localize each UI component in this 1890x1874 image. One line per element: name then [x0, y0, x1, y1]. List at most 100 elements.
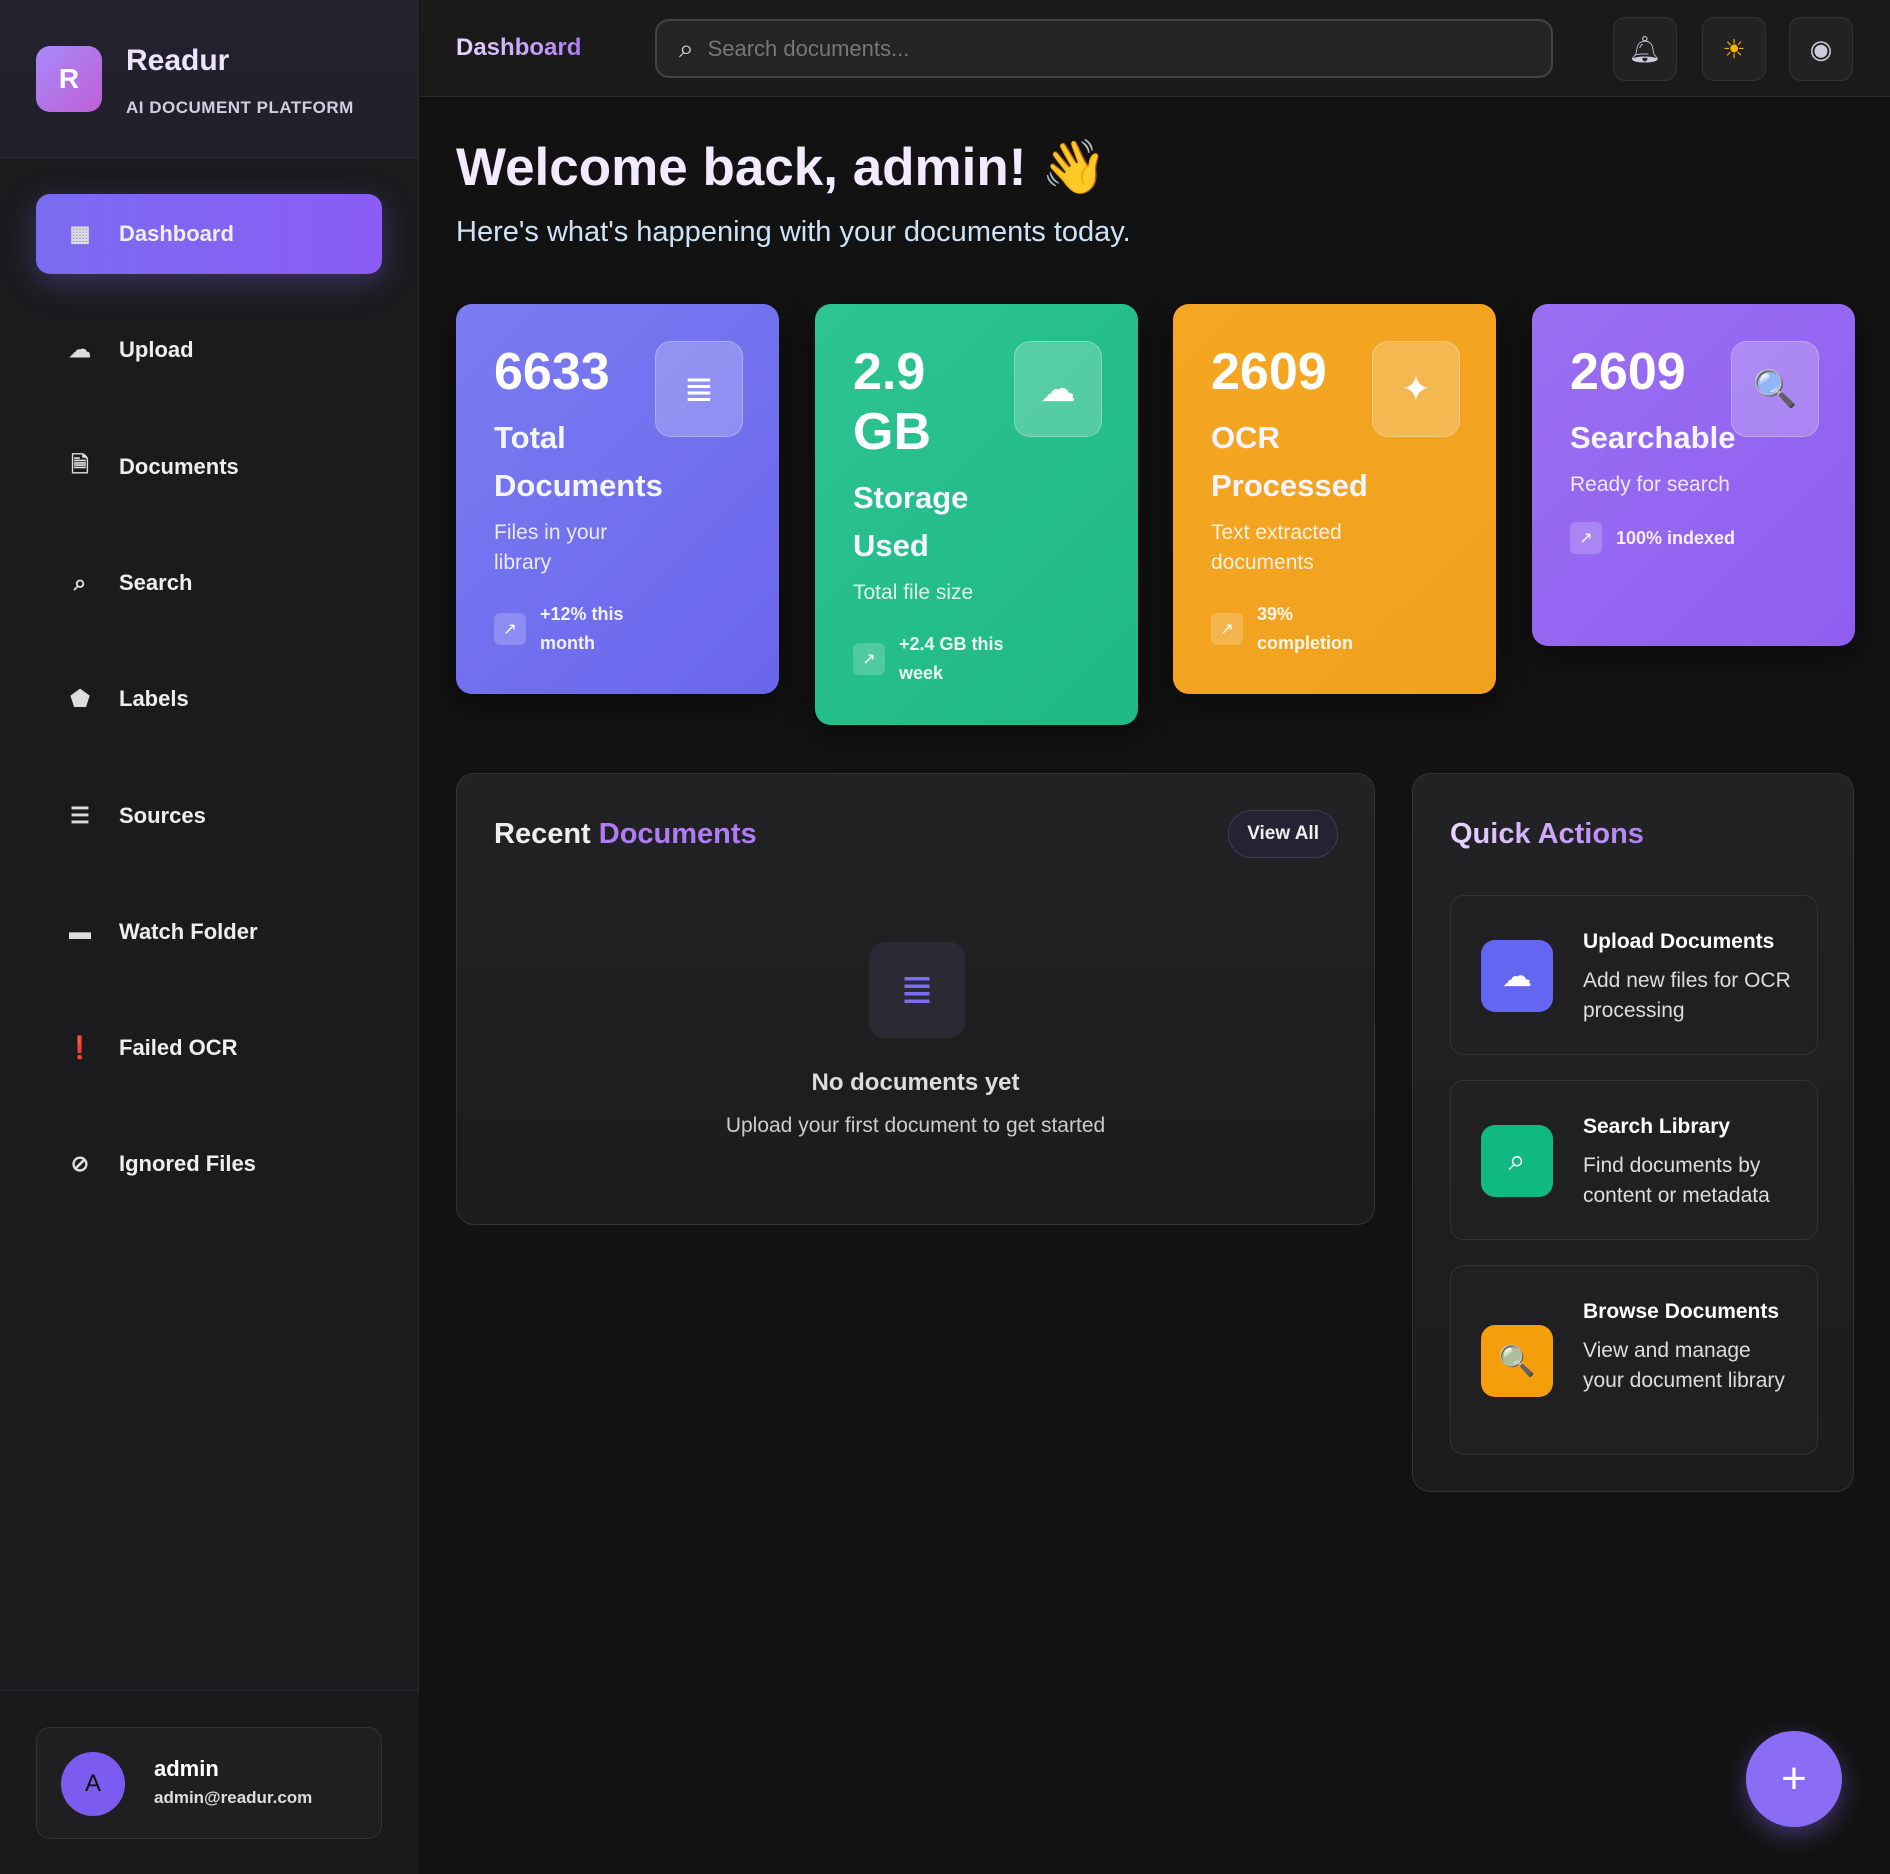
sidebar-item-labels[interactable]: ⬟ Labels: [36, 659, 382, 739]
trend-text: +12% this month: [540, 604, 624, 653]
document-icon: ≣: [869, 942, 965, 1038]
brand-subtitle: AI DOCUMENT PLATFORM: [126, 98, 354, 117]
storage-icon: ☰: [70, 802, 90, 828]
sidebar-item-label: Dashboard: [119, 221, 234, 246]
search-input[interactable]: [707, 35, 1508, 62]
sidebar-item-label: Failed OCR: [119, 1035, 238, 1061]
stat-card: 6633 Total Documents Files in your libra…: [456, 304, 779, 694]
stat-description: Text extracted documents: [1211, 521, 1342, 574]
sidebar-item-documents[interactable]: 🗎 Documents: [36, 427, 382, 507]
sidebar-item-failed-ocr[interactable]: ❗ Failed OCR: [36, 1008, 382, 1088]
sidebar-item-upload[interactable]: ☁ Upload: [36, 310, 382, 390]
account-button[interactable]: ◉: [1789, 17, 1853, 81]
sidebar-item-watch-folder[interactable]: ▬ Watch Folder: [36, 892, 382, 972]
folder-icon: ▬: [69, 918, 91, 944]
page-title: Dashboard: [456, 34, 582, 61]
wave-icon: 👋: [1041, 138, 1108, 197]
stat-title: OCR Processed: [1211, 420, 1368, 503]
empty-title: No documents yet: [811, 1069, 1020, 1096]
dashboard-icon: ▦: [69, 221, 91, 246]
document-icon: ≣: [655, 341, 743, 437]
error-icon: ❗: [66, 1035, 94, 1061]
trend-text: 39% completion: [1257, 604, 1354, 653]
sidebar-item-label: Upload: [119, 337, 194, 363]
quick-action-title: Upload Documents: [1583, 930, 1775, 953]
logo: R: [36, 46, 102, 112]
trending-up-icon: ↗: [1211, 613, 1243, 645]
sidebar-item-label: Search: [119, 569, 193, 595]
trending-up-icon: ↗: [853, 643, 885, 675]
search-icon: ⌕: [1481, 1125, 1553, 1197]
trend-text: 100% indexed: [1616, 527, 1736, 548]
theme-toggle-button[interactable]: ☀: [1702, 17, 1766, 81]
welcome-subtitle: Here's what's happening with your docume…: [456, 216, 1131, 248]
quick-action-description: Find documents by content or metadata: [1583, 1154, 1770, 1207]
quick-action-search-library[interactable]: ⌕ Search Library Find documents by conte…: [1450, 1080, 1818, 1240]
trending-up-icon: ↗: [494, 613, 526, 645]
sidebar-item-sources[interactable]: ☰ Sources: [36, 776, 382, 856]
quick-action-title: Search Library: [1583, 1115, 1731, 1138]
empty-subtitle: Upload your first document to get starte…: [725, 1114, 1106, 1137]
search-bar[interactable]: ⌕: [655, 19, 1553, 78]
title-accent: Documents: [598, 818, 757, 850]
view-all-button[interactable]: View All: [1228, 810, 1338, 858]
welcome-text: Welcome back, admin!: [456, 138, 1027, 197]
label-icon: ⬟: [70, 686, 90, 712]
avatar: A: [61, 1752, 125, 1816]
quick-action-description: View and manage your document library: [1583, 1339, 1785, 1392]
cloud-done-icon: ☁: [1014, 341, 1102, 437]
quick-action-description: Add new files for OCR processing: [1583, 969, 1791, 1022]
user-area: A admin admin@readur.com: [0, 1690, 419, 1874]
quick-action-browse-documents[interactable]: 🔍 Browse Documents View and manage your …: [1450, 1265, 1818, 1455]
quick-action-upload-documents[interactable]: ☁ Upload Documents Add new files for OCR…: [1450, 895, 1818, 1055]
document-icon: 🗎: [71, 451, 89, 477]
stat-value: 6633: [494, 343, 610, 401]
quick-actions-title: Quick Actions: [1450, 818, 1644, 850]
sidebar-item-search[interactable]: ⌕ Search: [36, 543, 382, 623]
account-icon: ◉: [1809, 33, 1833, 64]
trend-text: +2.4 GB this week: [899, 634, 1004, 683]
user-email: admin@readur.com: [154, 1788, 313, 1807]
sidebar-item-label: Watch Folder: [119, 918, 258, 944]
find-in-page-icon: 🔍: [1481, 1325, 1553, 1397]
quick-actions-panel: Quick Actions ☁ Upload Documents Add new…: [1412, 773, 1854, 1492]
stat-title: Total Documents: [494, 420, 663, 503]
brand: R Readur AI DOCUMENT PLATFORM: [0, 0, 418, 158]
stat-value: 2609: [1570, 343, 1686, 401]
sidebar: R Readur AI DOCUMENT PLATFORM ▦ Dashboard…: [0, 0, 419, 1874]
stat-card: 2609 OCR Processed Text extracted docume…: [1173, 304, 1496, 694]
cloud-upload-icon: ☁: [69, 337, 91, 363]
sidebar-item-ignored-files[interactable]: ⊘ Ignored Files: [36, 1124, 382, 1204]
stat-description: Ready for search: [1570, 473, 1730, 496]
find-in-page-icon: 🔍: [1731, 341, 1819, 437]
user-name: admin: [154, 1756, 219, 1781]
quick-action-title: Browse Documents: [1583, 1300, 1780, 1323]
bell-icon: 🔔︎: [1628, 33, 1662, 64]
upload-icon: ☁: [1481, 940, 1553, 1012]
sidebar-item-label: Labels: [119, 686, 189, 712]
sidebar-item-dashboard[interactable]: ▦ Dashboard: [36, 194, 382, 274]
stat-value: 2609: [1211, 343, 1327, 401]
sidebar-item-label: Sources: [119, 802, 206, 828]
add-fab-button[interactable]: +: [1746, 1731, 1842, 1827]
stat-value: 2.9 GB: [853, 343, 931, 461]
stat-card: 2609 Searchable Ready for search ↗ 100% i…: [1532, 304, 1855, 646]
notifications-button[interactable]: 🔔︎: [1613, 17, 1677, 81]
sparkle-icon: ✦: [1372, 341, 1460, 437]
search-icon: ⌕: [73, 569, 87, 595]
stat-description: Total file size: [853, 581, 974, 604]
stat-trend: ↗ +12% this month: [494, 600, 741, 658]
stat-trend: ↗ +2.4 GB this week: [853, 630, 1100, 688]
user-card[interactable]: A admin admin@readur.com: [36, 1727, 382, 1839]
search-icon: ⌕: [679, 32, 694, 63]
block-icon: ⊘: [70, 1151, 90, 1177]
sidebar-item-label: Ignored Files: [119, 1151, 256, 1177]
stat-title: Searchable: [1570, 420, 1736, 455]
stat-title: Storage Used: [853, 480, 969, 563]
stat-card: 2.9 GB Storage Used Total file size ↗ +2.…: [815, 304, 1138, 725]
sidebar-item-label: Documents: [119, 453, 239, 479]
welcome-title: Welcome back, admin! 👋: [456, 136, 1107, 198]
sun-icon: ☀: [1722, 33, 1746, 64]
stat-trend: ↗ 39% completion: [1211, 600, 1458, 658]
recent-documents-title: Recent Documents: [494, 818, 757, 851]
